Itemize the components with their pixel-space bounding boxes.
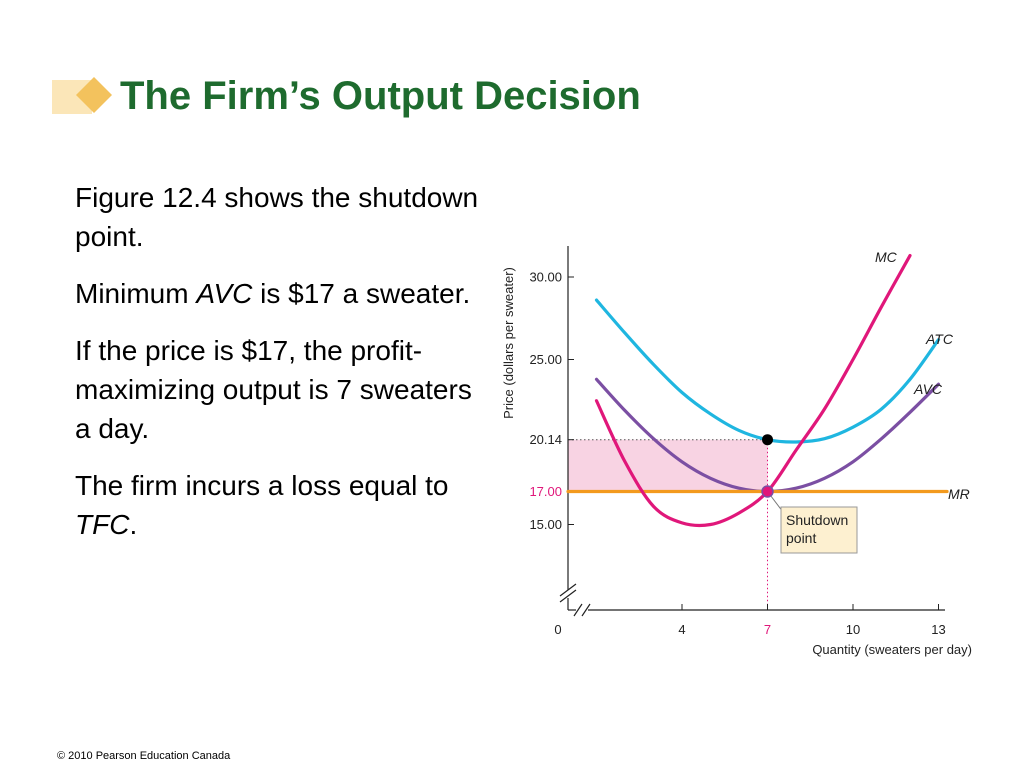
loss-area [568, 439, 768, 492]
body-paragraph: The firm incurs a loss equal to TFC. [75, 466, 485, 544]
x-tick-label: 13 [931, 622, 945, 637]
body-text-run: Minimum [75, 278, 197, 309]
body-paragraph: Figure 12.4 shows the shutdown point. [75, 178, 485, 256]
callout-box [780, 506, 858, 554]
body-text-run: TFC [75, 509, 130, 540]
body-paragraph: If the price is $17, the profit-maximizi… [75, 331, 485, 448]
atc-curve [594, 298, 941, 444]
callout-text: point [786, 530, 816, 546]
body-text-run: is $17 a sweater. [252, 278, 471, 309]
x-tick-label: 10 [846, 622, 860, 637]
body-text-run: The firm incurs a loss equal to [75, 470, 449, 501]
x-tick-label: 4 [678, 622, 685, 637]
y-tick-label: 20.14 [529, 432, 562, 447]
mc-curve [594, 253, 912, 528]
body-text-run: Figure 12.4 shows the shutdown point. [75, 182, 479, 252]
title-diamond-icon [52, 77, 112, 114]
avc-curve-label: AVC [913, 381, 943, 397]
body-text-run: . [129, 509, 138, 540]
body-text-run: AVC [196, 278, 253, 309]
y-tick-label: 30.00 [529, 270, 562, 285]
mr-curve-label: MR [948, 486, 970, 502]
y-tick-label: 17.00 [529, 484, 562, 499]
atc-curve-label: ATC [925, 331, 954, 347]
y-axis-break-mark [559, 583, 577, 603]
atc-at-q7-marker [762, 434, 773, 446]
x-tick-label: 0 [554, 622, 561, 637]
y-axis-title: Price (dollars per sweater) [501, 267, 516, 419]
callout-text: Shutdown [786, 512, 848, 528]
x-tick-label: 7 [764, 622, 771, 637]
body-text-run: If the price is $17, the profit-maximizi… [75, 335, 472, 444]
shutdown-point-marker [761, 485, 774, 498]
cost-curves-chart: 15.00 17.00 20.14 25.00 30.00 0 4 7 10 13 Quantity… [501, 246, 972, 657]
body-paragraph: Minimum AVC is $17 a sweater. [75, 274, 485, 313]
x-axis-break-mark [573, 603, 591, 617]
slide-title: The Firm’s Output Decision [120, 74, 641, 118]
footer-copyright: © 2010 Pearson Education Canada [57, 750, 231, 762]
y-tick-label: 25.00 [529, 352, 562, 367]
mc-curve-label: MC [875, 249, 898, 265]
y-tick-label: 15.00 [529, 517, 562, 532]
x-axis-title: Quantity (sweaters per day) [812, 642, 972, 657]
body-text: Figure 12.4 shows the shutdown point. Mi… [75, 178, 485, 562]
